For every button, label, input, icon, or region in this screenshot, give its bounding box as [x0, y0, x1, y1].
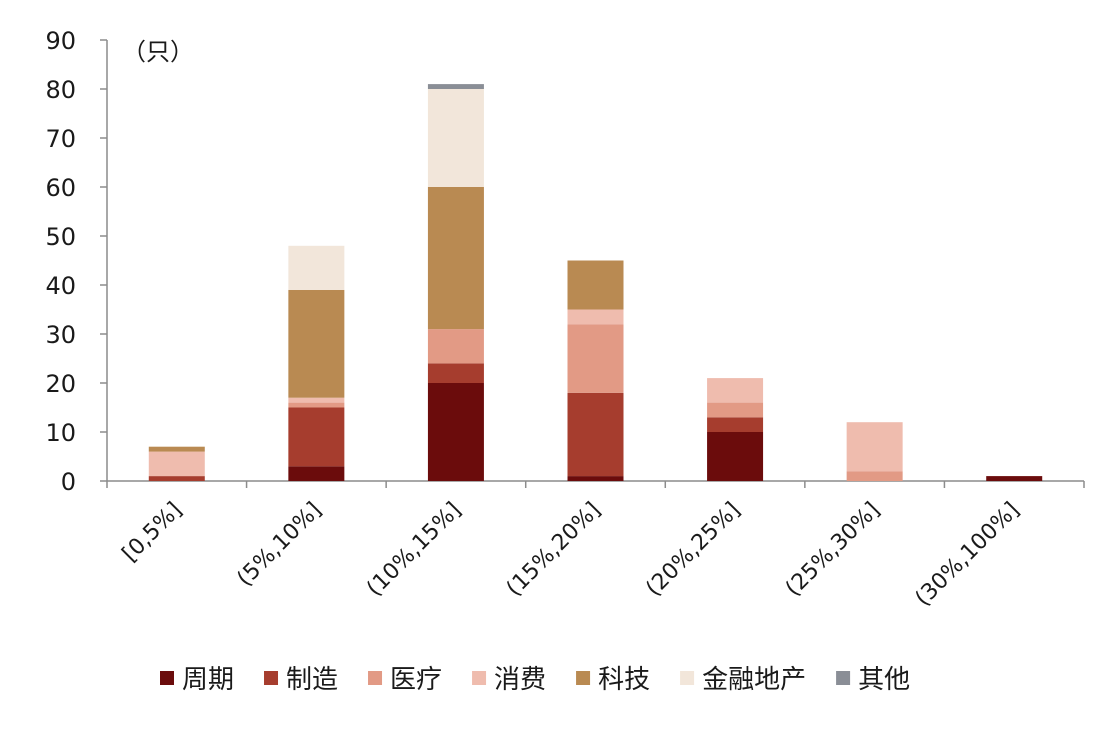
legend-label: 科技: [598, 665, 650, 695]
bar-segment: [707, 432, 764, 481]
legend-label: 周期: [182, 665, 234, 695]
y-tick-label: 70: [45, 125, 76, 153]
bar-segment: [288, 397, 345, 403]
bar-segment: [148, 476, 205, 481]
legend-swatch: [576, 671, 591, 685]
bar-segment: [707, 378, 764, 403]
category-label: [0,5%]: [118, 498, 187, 567]
bar-segment: [427, 187, 484, 330]
bar-segment: [846, 422, 903, 472]
x-axis: [106, 480, 1085, 488]
y-axis: 0 10 20 30 40 50 60 70 80 90: [45, 27, 108, 496]
category-label: (25%,30%]: [781, 498, 885, 602]
y-tick-label: 80: [45, 76, 76, 104]
category-labels: [0,5%] (5%,10%] (10%,15%] (15%,20%] (20%,25%…: [118, 498, 1025, 612]
bar-segment: [288, 245, 345, 290]
legend-label: 医疗: [390, 665, 442, 695]
y-tick-label: 30: [45, 321, 76, 349]
y-tick-label: 60: [45, 174, 76, 202]
legend-swatch: [836, 671, 851, 685]
y-tick-label: 10: [45, 419, 76, 447]
y-tick-label: 90: [45, 27, 76, 55]
category-label: (30%,100%]: [911, 498, 1025, 612]
bar-segment: [567, 392, 624, 477]
y-tick-label: 0: [61, 468, 76, 496]
legend-swatch: [160, 671, 174, 685]
bar-segment: [567, 324, 624, 393]
y-tick-label: 40: [45, 272, 76, 300]
bar-segment: [567, 309, 624, 325]
bar-segment: [288, 466, 345, 481]
bar-segment: [567, 476, 624, 481]
bar-segment: [846, 471, 903, 481]
legend-swatch: [264, 671, 279, 685]
legend-label: 金融地产: [702, 665, 806, 695]
y-tick-label: 50: [45, 223, 76, 251]
bar-segment: [148, 451, 205, 477]
category-label: (10%,15%]: [362, 498, 466, 602]
category-label: (15%,20%]: [502, 498, 606, 602]
bar-segment: [567, 260, 624, 310]
bar-segment: [707, 402, 764, 418]
bar-segment: [427, 383, 484, 481]
bar-segment: [148, 446, 205, 452]
bar-segment: [427, 329, 484, 364]
bar-segment: [288, 402, 345, 408]
bar-segment: [427, 89, 484, 187]
bar-segment: [986, 476, 1043, 481]
bar-segment: [288, 289, 345, 398]
category-label: (5%,10%]: [233, 498, 327, 592]
legend-swatch: [472, 671, 487, 685]
legend-label: 消费: [494, 665, 546, 695]
legend-swatch: [680, 671, 695, 685]
bars: [148, 84, 1043, 481]
bar-segment: [707, 417, 764, 432]
bar-segment: [288, 407, 345, 467]
legend-label: 其他: [858, 665, 910, 695]
bar-segment: [427, 363, 484, 383]
legend: 周期 制造 医疗 消费 科技 金融地产 其他: [160, 665, 910, 695]
bar-segment: [427, 84, 484, 89]
category-label: (20%,25%]: [641, 498, 745, 602]
legend-swatch: [368, 671, 383, 685]
legend-label: 制造: [286, 665, 338, 695]
y-tick-label: 20: [45, 370, 76, 398]
unit-label: （只）: [122, 38, 194, 66]
